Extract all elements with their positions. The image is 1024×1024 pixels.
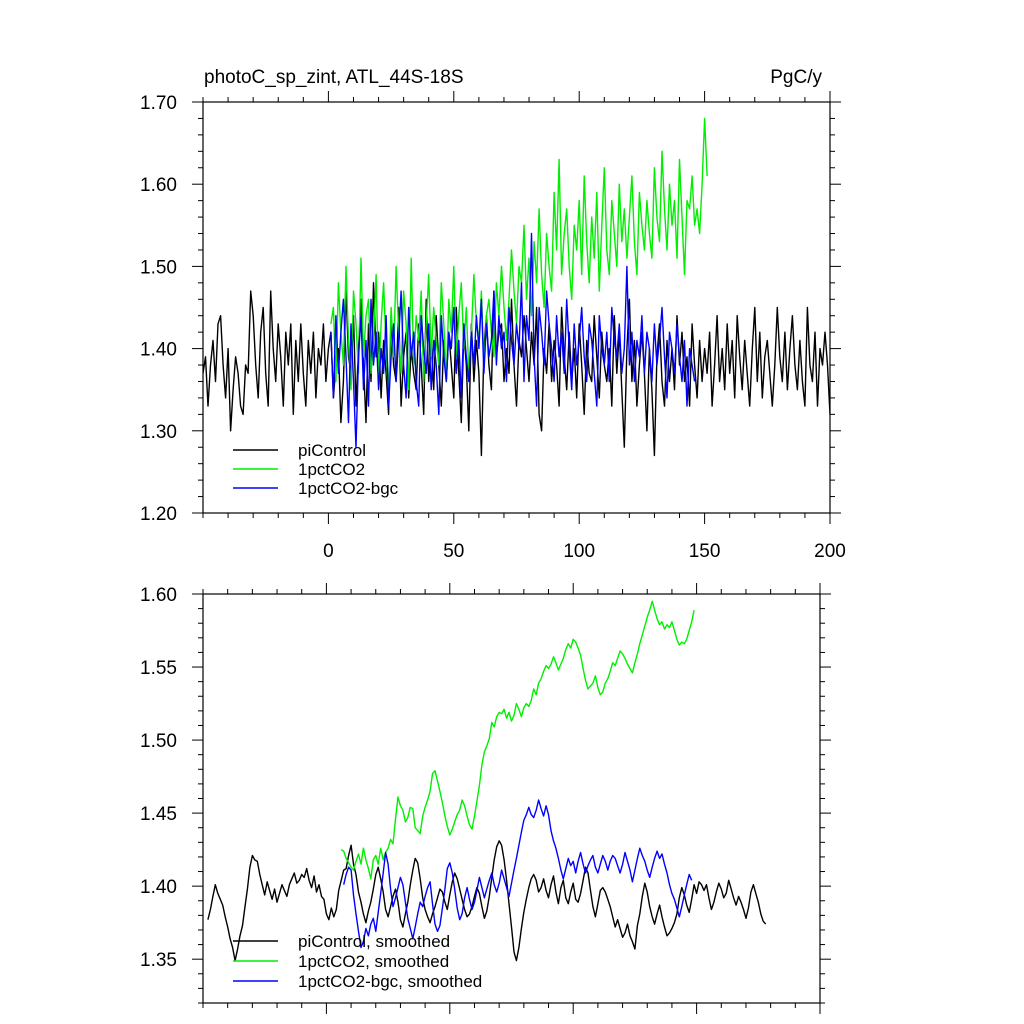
y-tick-label: 1.50 [140, 257, 177, 278]
chart-title: photoC_sp_zint, ATL_44S-18S [204, 67, 464, 88]
x-tick-label: 50 [443, 541, 464, 562]
y-tick-label: 1.40 [140, 877, 177, 898]
x-tick-label: 0 [323, 541, 334, 562]
y-tick-label: 1.70 [140, 93, 177, 114]
y-tick-label: 1.35 [140, 950, 177, 971]
legend-label: 1pctCO2-bgc [298, 479, 399, 498]
bottom-panel: 1.35 1.40 1.45 1.50 1.55 1.60 piControl, smoot… [140, 583, 831, 1014]
series-line-picontrol [203, 282, 830, 457]
series-group [207, 600, 767, 962]
y-tick-label: 1.50 [140, 731, 177, 752]
legend-label: 1pctCO2 [298, 460, 365, 479]
y-tick-label: 1.40 [140, 340, 177, 361]
units-label: PgC/y [770, 67, 822, 88]
x-tick-label: 150 [689, 541, 721, 562]
axis-ticks [192, 583, 831, 1014]
series-group [203, 117, 830, 457]
legend-label: 1pctCO2, smoothed [298, 952, 449, 971]
series-line-1pctco2-bgc-smoothed [343, 799, 693, 949]
plot-frame [202, 593, 821, 1004]
legend-label: 1pctCO2-bgc, smoothed [298, 972, 482, 991]
x-tick-label: 200 [814, 541, 846, 562]
legend-label: piControl, smoothed [298, 932, 450, 951]
series-line-picontrol-smoothed [207, 840, 767, 962]
series-line-1pctco2-bgc [330, 232, 696, 448]
plot-frame [202, 101, 831, 514]
y-tick-label: 1.60 [140, 175, 177, 196]
y-tick-label: 1.20 [140, 504, 177, 525]
y-tick-label: 1.55 [140, 658, 177, 679]
y-tick-label: 1.45 [140, 804, 177, 825]
axis-ticks [192, 91, 841, 524]
series-line-1pctco2-smoothed [340, 600, 695, 880]
y-tick-label: 1.30 [140, 422, 177, 443]
x-tick-label: 100 [563, 541, 595, 562]
series-line-1pctco2 [330, 117, 708, 399]
y-tick-label: 1.60 [140, 585, 177, 606]
top-panel: 1.20 1.30 1.40 1.50 1.60 1.70 0 50 100 150 200 phot… [140, 67, 846, 562]
legend-label: piControl [298, 441, 366, 460]
